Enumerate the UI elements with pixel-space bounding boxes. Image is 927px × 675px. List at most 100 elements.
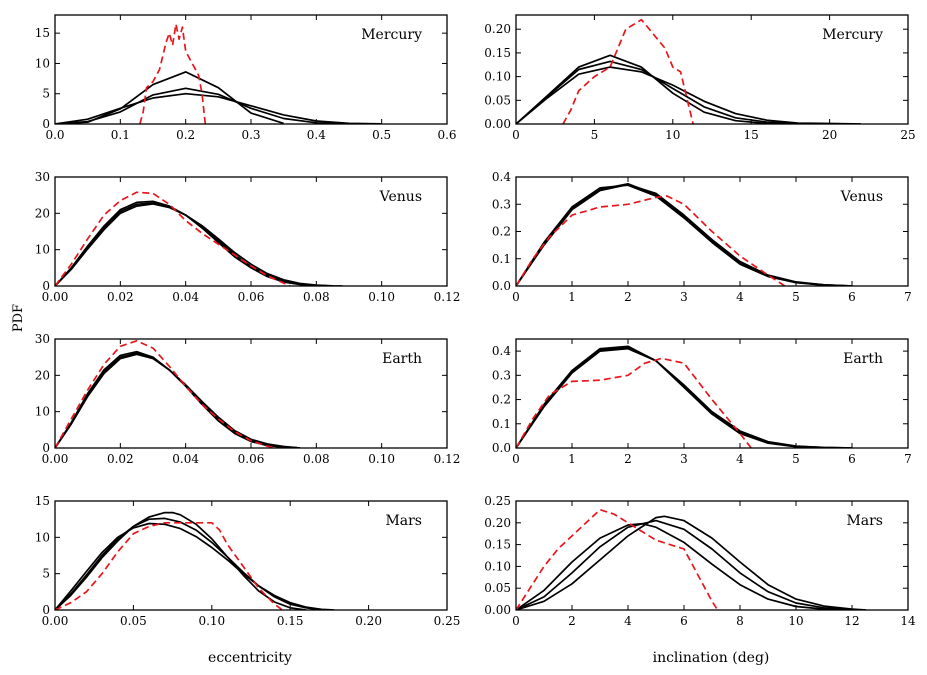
x-tick-label-5-4: 4 (736, 452, 744, 466)
series-line-5-2-solid (516, 347, 853, 448)
chart-panel-5: 0 1 2 3 4 5 6 7 0.0 0.1 0.2 0.3 0.4 Earth (492, 338, 912, 466)
x-tick-label-2-5: 0.10 (368, 290, 395, 304)
y-tick-label-1-3: 0.15 (484, 46, 511, 60)
y-tick-label-3-0: 0.0 (492, 279, 511, 293)
series-line-1-3-dashed (562, 18, 695, 124)
y-tick-label-7-3: 0.15 (484, 538, 511, 552)
x-tick-label-2-0: 0.00 (42, 290, 69, 304)
y-tick-label-3-1: 0.1 (492, 252, 511, 266)
series-line-7-2-solid (516, 515, 867, 610)
series-line-0-1-solid (55, 87, 350, 124)
x-axis-label-right-unit: (deg) (732, 650, 769, 666)
chart-panel-1: 0 5 10 15 20 25 0.00 0.05 0.10 0.15 0.20 Mercury (484, 14, 916, 142)
x-tick-label-2-3: 0.06 (238, 290, 265, 304)
x-tick-label-7-1: 2 (568, 614, 576, 628)
x-tick-label-2-6: 0.12 (434, 290, 461, 304)
series-line-7-0-solid (516, 522, 853, 610)
x-tick-label-4-0: 0.00 (42, 452, 69, 466)
series-line-0-3-dashed (139, 23, 207, 124)
x-tick-label-4-6: 0.12 (434, 452, 461, 466)
panel-title-5: Earth (843, 351, 883, 367)
chart-panel-7: 0 2 4 6 8 10 12 14 0.00 0.05 0.10 0.15 0.20 0.25 Mars (484, 494, 916, 628)
x-tick-label-1-4: 20 (822, 128, 837, 142)
panel-title-6: Mars (385, 513, 422, 529)
series-line-6-0-solid (55, 511, 307, 610)
series-line-2-3-dashed (55, 191, 291, 286)
x-tick-label-4-2: 0.04 (172, 452, 199, 466)
panel-title-1: Mercury (822, 27, 883, 43)
x-tick-label-4-4: 0.08 (303, 452, 330, 466)
y-tick-label-5-1: 0.1 (492, 417, 511, 431)
y-tick-label-7-0: 0.00 (484, 603, 511, 617)
y-tick-label-2-2: 20 (35, 206, 50, 220)
x-tick-label-4-5: 0.10 (368, 452, 395, 466)
plot-frame-7 (515, 500, 909, 611)
x-tick-label-1-2: 10 (665, 128, 680, 142)
x-tick-label-3-0: 0 (512, 290, 520, 304)
x-tick-label-3-3: 3 (680, 290, 688, 304)
x-tick-label-7-5: 10 (788, 614, 803, 628)
x-tick-label-3-4: 4 (736, 290, 744, 304)
panel-title-2: Venus (379, 189, 422, 205)
x-tick-label-5-3: 3 (680, 452, 688, 466)
series-line-0-2-solid (55, 92, 382, 124)
x-axis-label-left: eccentricity (208, 650, 292, 666)
x-tick-label-5-2: 2 (624, 452, 632, 466)
y-tick-label-1-1: 0.05 (484, 93, 511, 107)
panel-title-0: Mercury (361, 27, 422, 43)
x-tick-label-5-0: 0 (512, 452, 520, 466)
chart-panel-2: 0.00 0.02 0.04 0.06 0.08 0.10 0.12 0 10 20 30 Venus (35, 170, 461, 304)
y-tick-label-5-0: 0.0 (492, 441, 511, 455)
x-tick-label-7-3: 6 (680, 614, 688, 628)
plot-frame-1 (515, 14, 909, 125)
series-line-6-3-dashed (55, 521, 283, 610)
x-tick-label-0-5: 0.5 (372, 128, 391, 142)
series-line-7-3-dashed (516, 508, 719, 610)
series-line-4-0-solid (55, 350, 301, 448)
y-tick-label-2-3: 30 (35, 170, 50, 184)
y-tick-label-5-2: 0.2 (492, 393, 511, 407)
panel-title-4: Earth (382, 351, 422, 367)
x-tick-label-0-0: 0.0 (45, 128, 64, 142)
x-tick-label-0-3: 0.3 (241, 128, 260, 142)
x-tick-label-6-1: 0.05 (120, 614, 147, 628)
series-line-5-3-dashed (516, 357, 752, 448)
y-tick-label-5-3: 0.3 (492, 368, 511, 382)
y-tick-label-0-2: 10 (35, 56, 50, 70)
y-tick-label-6-2: 10 (35, 530, 50, 544)
y-tick-label-4-2: 20 (35, 368, 50, 382)
x-tick-label-2-4: 0.08 (303, 290, 330, 304)
x-axis-label-right-text: inclination (653, 650, 728, 666)
y-tick-label-4-3: 30 (35, 332, 50, 346)
series-line-3-0-solid (516, 184, 853, 286)
x-tick-label-0-1: 0.1 (111, 128, 130, 142)
plot-frame-5 (515, 338, 909, 449)
series-line-5-0-solid (516, 345, 853, 448)
series-line-0-0-solid (55, 71, 284, 124)
panel-title-3: Venus (840, 189, 883, 205)
y-tick-label-3-3: 0.3 (492, 197, 511, 211)
x-tick-label-4-1: 0.02 (107, 452, 134, 466)
y-tick-label-6-0: 0 (42, 603, 50, 617)
x-tick-label-3-7: 7 (904, 290, 912, 304)
series-line-2-1-solid (55, 201, 333, 286)
x-tick-label-6-4: 0.20 (355, 614, 382, 628)
x-tick-label-0-2: 0.2 (176, 128, 195, 142)
y-tick-label-1-2: 0.10 (484, 70, 511, 84)
x-axis-label-right: inclination (deg) (653, 650, 770, 666)
x-tick-label-3-5: 5 (792, 290, 800, 304)
y-tick-label-7-1: 0.05 (484, 581, 511, 595)
x-tick-label-6-5: 0.25 (434, 614, 461, 628)
x-tick-label-5-5: 5 (792, 452, 800, 466)
x-tick-label-0-4: 0.4 (307, 128, 326, 142)
x-tick-label-7-6: 12 (844, 614, 859, 628)
x-tick-label-4-3: 0.06 (238, 452, 265, 466)
series-line-7-1-solid (516, 519, 853, 610)
x-tick-label-5-7: 7 (904, 452, 912, 466)
y-tick-label-4-0: 0 (42, 441, 50, 455)
y-tick-label-0-0: 0 (42, 117, 50, 131)
x-tick-label-7-4: 8 (736, 614, 744, 628)
x-tick-label-1-5: 25 (900, 128, 915, 142)
y-tick-label-1-0: 0.00 (484, 117, 511, 131)
